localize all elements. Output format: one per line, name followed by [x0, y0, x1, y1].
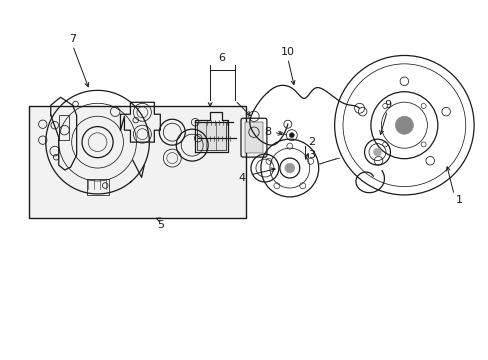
Bar [86, 179, 108, 195]
Text: 7: 7 [69, 33, 76, 44]
Text: 5: 5 [157, 220, 163, 230]
Circle shape [394, 116, 412, 134]
Bar [29, 106, 245, 218]
Bar [244, 122, 263, 153]
Text: 3: 3 [307, 150, 315, 160]
Text: 2: 2 [307, 137, 315, 147]
Circle shape [285, 163, 294, 173]
Text: 1: 1 [455, 195, 462, 205]
Text: 10: 10 [280, 48, 294, 58]
Bar [197, 122, 225, 150]
Text: 9: 9 [383, 100, 390, 110]
Text: 8: 8 [264, 127, 271, 137]
Circle shape [373, 148, 381, 156]
Text: 4: 4 [238, 173, 245, 183]
Text: 6: 6 [218, 54, 225, 63]
Circle shape [289, 133, 294, 138]
